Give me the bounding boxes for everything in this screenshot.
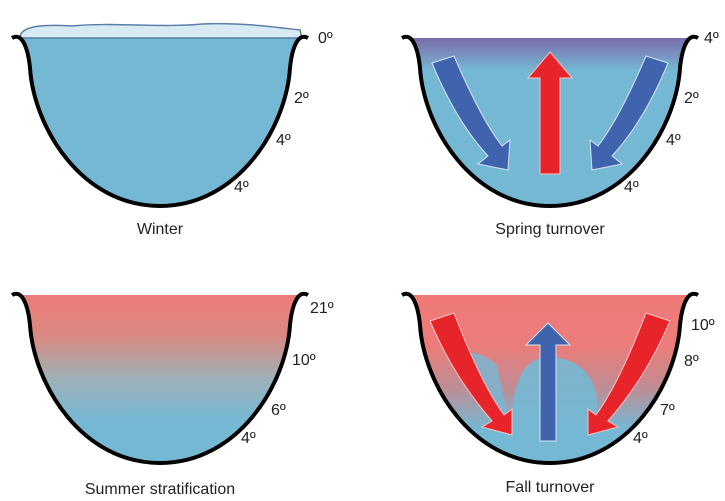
fall-label: Fall turnover [506, 479, 596, 496]
winter-temp-2: 4º [276, 132, 291, 149]
up-arrow-icon [524, 322, 572, 442]
summer-panel [10, 291, 310, 465]
ice-layer [19, 22, 303, 39]
fall-temp-0: 10º [691, 317, 715, 334]
winter-lake-water [12, 36, 308, 206]
fall-temp-2: 7º [660, 402, 675, 419]
spring-label: Spring turnover [495, 221, 605, 238]
summer-temp-1: 10º [292, 352, 316, 369]
fall-temp-3: 4º [633, 430, 648, 447]
fall-panel [400, 291, 700, 465]
winter-label: Winter [137, 221, 184, 238]
fall-temp-1: 8º [684, 353, 699, 370]
spring-temp-0: 4º [704, 30, 719, 47]
down-arrow-left-icon [429, 312, 513, 436]
winter-panel [10, 22, 310, 208]
spring-temp-3: 4º [624, 179, 639, 196]
up-arrow-icon [526, 51, 574, 175]
summer-lake-water [12, 293, 308, 463]
winter-temp-0: 0º [318, 30, 333, 47]
down-arrow-right-icon [587, 312, 671, 436]
spring-temp-2: 4º [666, 132, 681, 149]
summer-temp-3: 4º [241, 430, 256, 447]
winter-temp-3: 4º [234, 179, 249, 196]
winter-temp-1: 2º [294, 90, 309, 107]
summer-temp-2: 6º [271, 402, 286, 419]
down-arrow-left-icon [431, 55, 511, 171]
spring-panel [400, 34, 700, 208]
down-arrow-right-icon [589, 55, 669, 171]
summer-label: Summer stratification [85, 481, 235, 498]
spring-temp-1: 2º [684, 90, 699, 107]
summer-temp-0: 21º [310, 300, 334, 317]
